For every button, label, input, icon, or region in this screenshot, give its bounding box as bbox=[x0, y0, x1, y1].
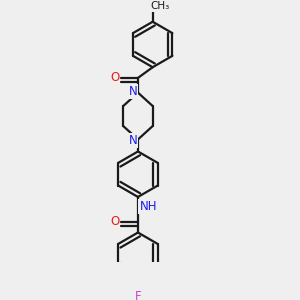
Text: N: N bbox=[129, 85, 137, 98]
Text: N: N bbox=[129, 134, 137, 147]
Text: CH₃: CH₃ bbox=[151, 1, 170, 11]
Text: F: F bbox=[135, 290, 141, 300]
Text: NH: NH bbox=[140, 200, 157, 213]
Text: O: O bbox=[110, 215, 119, 228]
Text: O: O bbox=[110, 71, 119, 84]
